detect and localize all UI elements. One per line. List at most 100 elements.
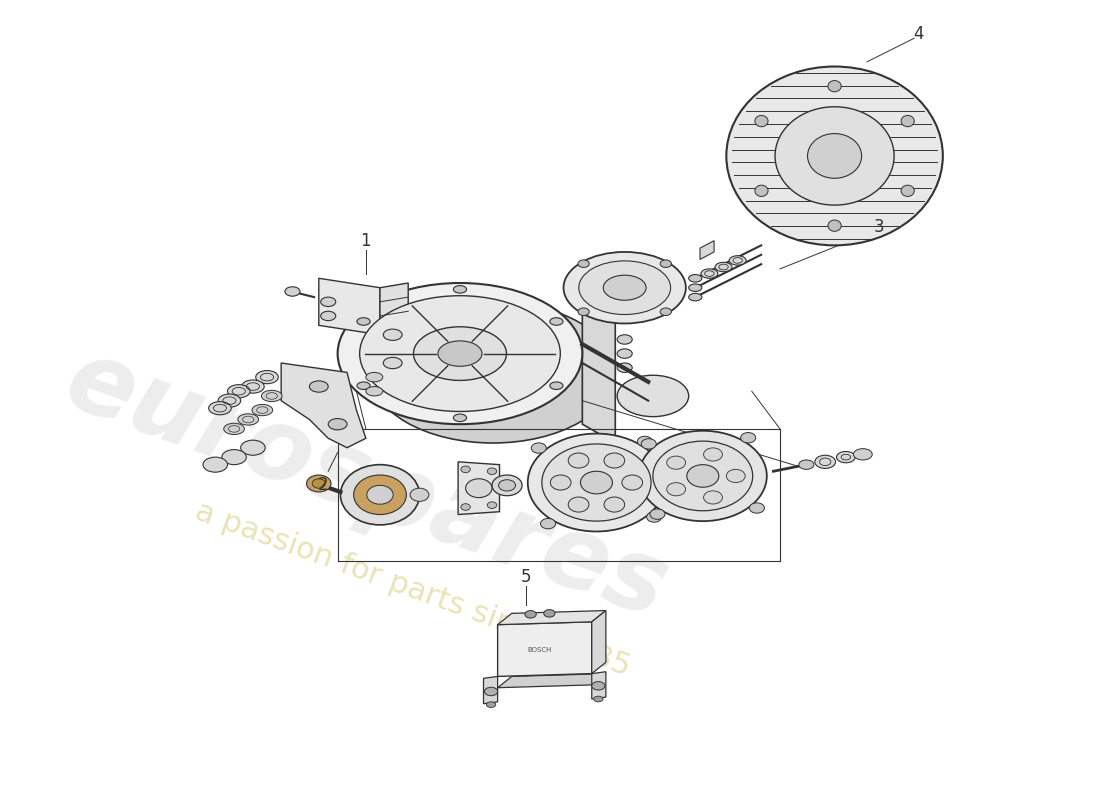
Polygon shape xyxy=(319,278,380,334)
Polygon shape xyxy=(484,677,497,704)
Ellipse shape xyxy=(453,414,466,422)
Ellipse shape xyxy=(487,468,497,474)
Ellipse shape xyxy=(569,497,589,512)
Ellipse shape xyxy=(223,423,244,434)
Ellipse shape xyxy=(807,134,861,178)
Ellipse shape xyxy=(438,341,482,366)
Ellipse shape xyxy=(578,260,590,267)
Ellipse shape xyxy=(307,475,331,492)
Text: 1: 1 xyxy=(361,232,371,250)
Ellipse shape xyxy=(715,262,732,272)
Ellipse shape xyxy=(525,610,536,618)
Ellipse shape xyxy=(371,302,615,443)
Ellipse shape xyxy=(366,486,393,504)
Text: eurospares: eurospares xyxy=(52,331,680,639)
Ellipse shape xyxy=(550,318,563,326)
Ellipse shape xyxy=(353,475,406,514)
Ellipse shape xyxy=(836,451,856,462)
Ellipse shape xyxy=(383,358,403,369)
Ellipse shape xyxy=(486,702,496,707)
Ellipse shape xyxy=(604,453,625,468)
Ellipse shape xyxy=(729,256,746,265)
Ellipse shape xyxy=(262,390,282,402)
Polygon shape xyxy=(592,610,606,674)
Ellipse shape xyxy=(204,457,228,472)
Ellipse shape xyxy=(360,296,560,411)
Ellipse shape xyxy=(492,475,522,496)
Ellipse shape xyxy=(414,326,506,381)
Ellipse shape xyxy=(383,329,403,341)
Ellipse shape xyxy=(255,370,278,384)
Ellipse shape xyxy=(209,402,231,414)
Ellipse shape xyxy=(241,440,265,455)
Ellipse shape xyxy=(828,220,842,231)
Ellipse shape xyxy=(358,318,370,326)
Ellipse shape xyxy=(854,449,872,460)
Ellipse shape xyxy=(228,385,250,398)
Ellipse shape xyxy=(453,286,466,293)
Ellipse shape xyxy=(498,480,516,491)
Ellipse shape xyxy=(617,375,689,417)
Polygon shape xyxy=(282,363,366,448)
Ellipse shape xyxy=(528,434,666,531)
Ellipse shape xyxy=(901,185,914,197)
Ellipse shape xyxy=(338,283,582,424)
Ellipse shape xyxy=(578,308,590,315)
Polygon shape xyxy=(700,241,714,259)
Polygon shape xyxy=(458,462,499,514)
Ellipse shape xyxy=(569,453,589,468)
Ellipse shape xyxy=(726,66,943,246)
Ellipse shape xyxy=(637,436,652,446)
Ellipse shape xyxy=(660,308,671,315)
Ellipse shape xyxy=(563,252,686,323)
Ellipse shape xyxy=(617,349,632,358)
Ellipse shape xyxy=(604,497,625,512)
Ellipse shape xyxy=(776,106,894,205)
Polygon shape xyxy=(379,283,408,334)
Ellipse shape xyxy=(660,260,671,267)
Text: 4: 4 xyxy=(914,25,924,42)
Ellipse shape xyxy=(653,441,752,510)
Ellipse shape xyxy=(410,488,429,502)
Ellipse shape xyxy=(740,433,756,443)
Ellipse shape xyxy=(531,443,547,454)
Ellipse shape xyxy=(285,286,300,296)
Ellipse shape xyxy=(465,478,492,498)
Ellipse shape xyxy=(639,430,767,521)
Ellipse shape xyxy=(799,460,814,470)
Polygon shape xyxy=(497,610,606,625)
Ellipse shape xyxy=(242,380,264,393)
Ellipse shape xyxy=(540,518,556,529)
Ellipse shape xyxy=(701,269,718,278)
Ellipse shape xyxy=(487,502,497,509)
Ellipse shape xyxy=(550,475,571,490)
Ellipse shape xyxy=(461,504,471,510)
Polygon shape xyxy=(582,283,615,443)
Ellipse shape xyxy=(650,509,666,519)
Ellipse shape xyxy=(689,294,702,301)
Ellipse shape xyxy=(815,455,836,469)
Ellipse shape xyxy=(581,471,613,494)
Ellipse shape xyxy=(755,185,768,197)
Ellipse shape xyxy=(686,465,718,487)
Ellipse shape xyxy=(312,478,326,488)
Ellipse shape xyxy=(321,311,336,321)
Polygon shape xyxy=(592,672,606,699)
Ellipse shape xyxy=(309,381,328,392)
Ellipse shape xyxy=(550,382,563,390)
Ellipse shape xyxy=(689,274,702,282)
Ellipse shape xyxy=(704,448,723,461)
Ellipse shape xyxy=(366,386,383,396)
Ellipse shape xyxy=(594,696,603,702)
Ellipse shape xyxy=(222,450,246,465)
Text: 5: 5 xyxy=(520,568,531,586)
Ellipse shape xyxy=(328,418,346,430)
Ellipse shape xyxy=(366,373,383,382)
Ellipse shape xyxy=(321,297,336,306)
Ellipse shape xyxy=(252,405,273,416)
Ellipse shape xyxy=(828,81,842,92)
Text: BOSCH: BOSCH xyxy=(528,647,552,653)
Ellipse shape xyxy=(901,115,914,126)
Ellipse shape xyxy=(726,470,745,482)
Ellipse shape xyxy=(218,394,241,407)
